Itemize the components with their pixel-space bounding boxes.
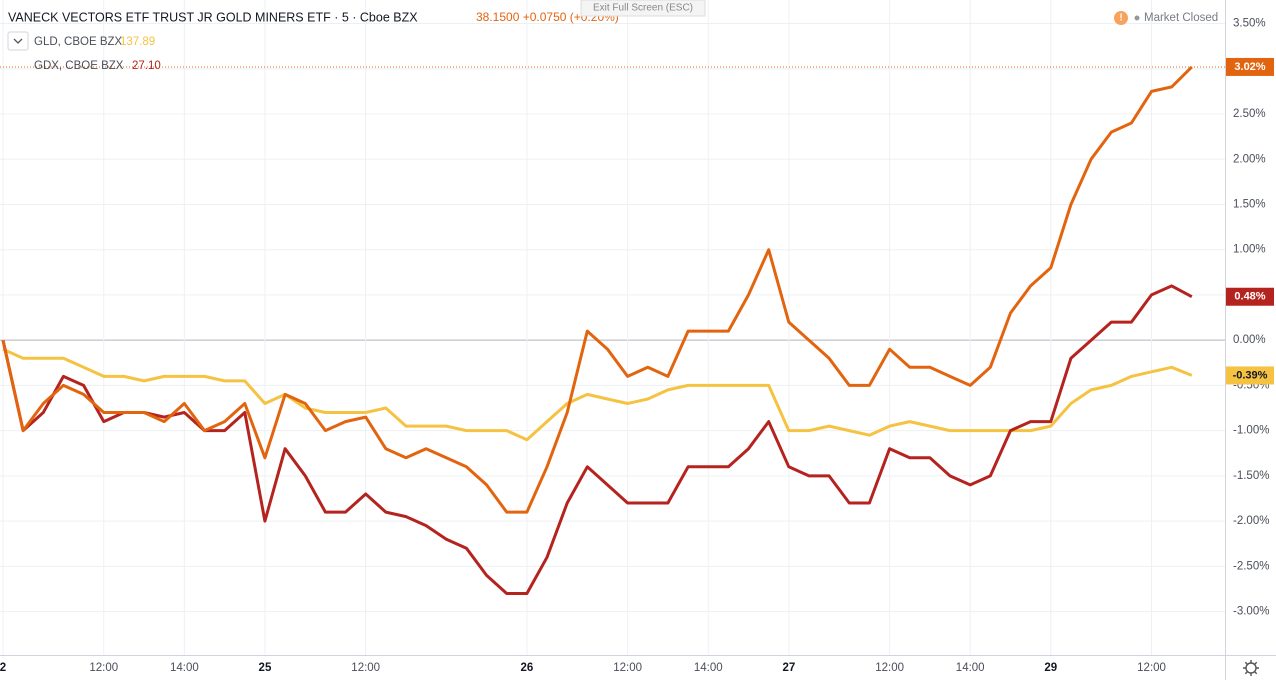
last-value-label: 0.48% bbox=[1234, 291, 1265, 303]
y-tick-label: 1.50% bbox=[1233, 198, 1266, 210]
status: Market Closed bbox=[1144, 12, 1218, 24]
legend-price: 27.10 bbox=[132, 60, 161, 72]
x-tick-label: 2 bbox=[0, 662, 6, 674]
x-tick-label: 12:00 bbox=[89, 662, 118, 674]
series-line bbox=[1, 65, 1193, 514]
status-icon bbox=[1114, 11, 1128, 25]
y-tick-label: -1.00% bbox=[1233, 425, 1269, 437]
y-tick-label: 2.50% bbox=[1233, 108, 1266, 120]
last-value-box bbox=[1226, 287, 1274, 306]
lines-layer bbox=[0, 65, 1225, 595]
exit-button-label[interactable]: Exit Full Screen (ESC) bbox=[593, 3, 693, 14]
settings-icon[interactable] bbox=[1243, 660, 1259, 676]
legend-name: GLD, CBOE BZX bbox=[34, 36, 123, 48]
last-value-box bbox=[1226, 57, 1274, 76]
last-value-label: 3.02% bbox=[1234, 61, 1265, 73]
y-tick-label: 2.00% bbox=[1233, 153, 1266, 165]
x-tick-label: 12:00 bbox=[875, 662, 904, 674]
x-tick-label: 12:00 bbox=[613, 662, 642, 674]
chart-title: VANECK VECTORS ETF TRUST JR GOLD MINERS … bbox=[8, 10, 418, 24]
x-tick-label: 29 bbox=[1044, 662, 1057, 674]
status-dot bbox=[1134, 15, 1140, 21]
x-tick-label: 27 bbox=[782, 662, 795, 674]
y-tick-label: 3.50% bbox=[1233, 18, 1266, 30]
series-line bbox=[1, 284, 1193, 595]
y-tick-label: -2.00% bbox=[1233, 515, 1269, 527]
y-tick-label: 0.00% bbox=[1233, 334, 1266, 346]
y-tick-label: -1.50% bbox=[1233, 470, 1269, 482]
legend-name: GDX, CBOE BZX bbox=[34, 60, 124, 72]
x-tick-label: 14:00 bbox=[956, 662, 985, 674]
x-tick-label: 12:00 bbox=[1137, 662, 1166, 674]
y-tick-label: -3.00% bbox=[1233, 606, 1269, 618]
settings-icon-teeth[interactable] bbox=[1243, 660, 1259, 676]
x-tick-label: 14:00 bbox=[694, 662, 723, 674]
y-tick-label: 1.00% bbox=[1233, 244, 1266, 256]
x-tick-label: 12:00 bbox=[351, 662, 380, 674]
x-tick-label: 26 bbox=[521, 662, 534, 674]
exit-button[interactable] bbox=[580, 0, 706, 17]
grid-layer bbox=[0, 0, 1225, 655]
legend-price: 137.89 bbox=[120, 36, 155, 48]
series-line bbox=[2, 347, 1193, 442]
last-value-box bbox=[1226, 366, 1274, 385]
legend-toggle-icon[interactable] bbox=[13, 38, 23, 44]
x-tick-label: 25 bbox=[259, 662, 272, 674]
legend-toggle[interactable] bbox=[7, 31, 29, 51]
y-tick-label: -2.50% bbox=[1233, 560, 1269, 572]
last-value-label: -0.39% bbox=[1233, 369, 1268, 381]
x-tick-label: 14:00 bbox=[170, 662, 199, 674]
status-icon-mark: ! bbox=[1119, 13, 1122, 24]
